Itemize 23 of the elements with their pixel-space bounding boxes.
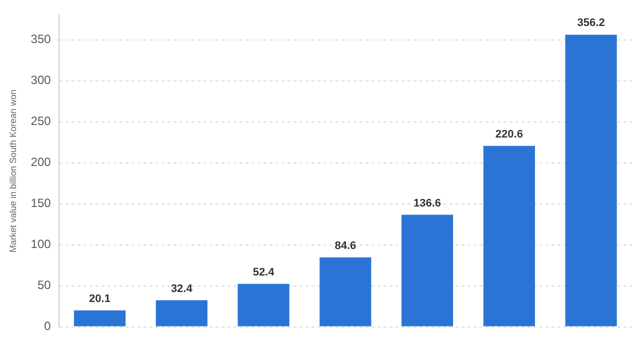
y-tick-label: 300 [30, 73, 52, 88]
y-tick-label: 0 [44, 319, 52, 334]
data-label: 52.4 [252, 266, 276, 278]
bar [402, 214, 454, 326]
bar [156, 300, 208, 326]
data-label: 356.2 [577, 17, 605, 30]
y-tick-label: 350 [30, 32, 52, 46]
y-tick-label: 250 [30, 114, 52, 128]
data-label: 220.6 [495, 128, 523, 140]
data-label: 136.6 [414, 197, 442, 210]
y-tick-label: 100 [30, 237, 52, 252]
bar [238, 284, 290, 326]
bar [565, 34, 617, 326]
y-tick-label: 200 [30, 155, 52, 170]
data-label: 20.1 [89, 292, 110, 305]
bar [483, 146, 535, 326]
y-tick-label: 50 [37, 278, 52, 292]
y-tick-label: 150 [30, 196, 52, 210]
data-label: 32.4 [170, 282, 194, 295]
bar [74, 310, 126, 326]
bar [320, 257, 372, 326]
y-axis-title: Market value in billion South Korean won [8, 89, 18, 253]
data-label: 84.6 [334, 240, 356, 252]
